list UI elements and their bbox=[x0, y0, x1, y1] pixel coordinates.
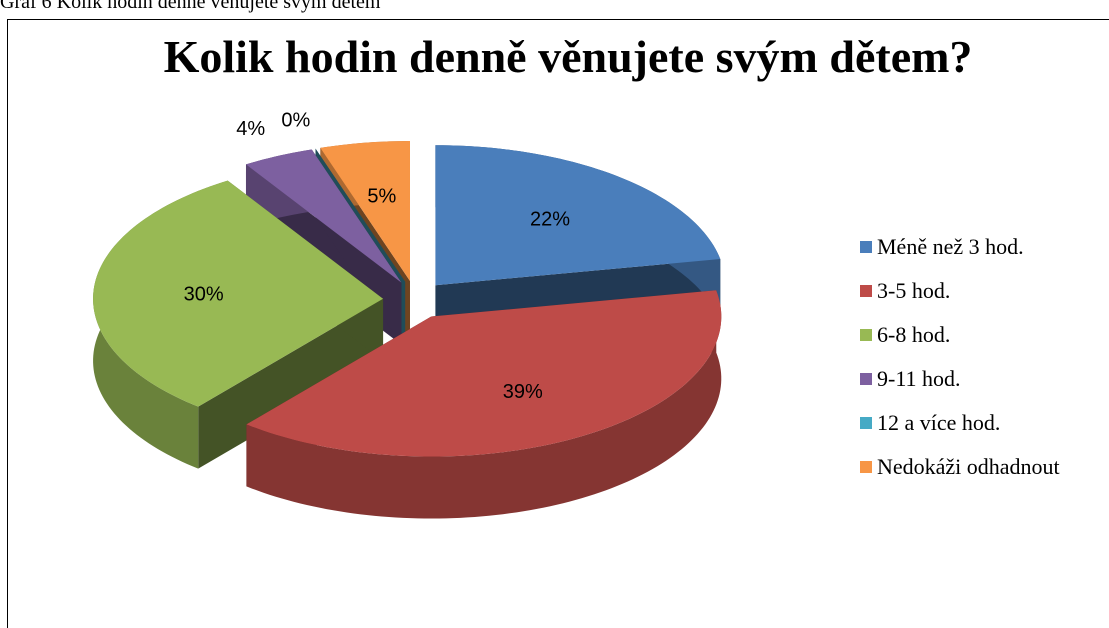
slice-top bbox=[93, 180, 384, 407]
slice-top bbox=[320, 141, 410, 282]
data-label: 22% bbox=[530, 208, 570, 230]
legend-label: 9-11 hod. bbox=[877, 366, 961, 391]
legend-swatch bbox=[860, 329, 872, 341]
legend-swatch bbox=[860, 461, 872, 473]
legend-label: Nedokáži odhadnout bbox=[877, 454, 1060, 479]
chart-title: Kolik hodin denně věnujete svým dětem? bbox=[164, 31, 973, 82]
legend-label: 12 a více hod. bbox=[877, 410, 1000, 435]
legend-swatch bbox=[860, 241, 872, 253]
data-label: 30% bbox=[184, 283, 224, 305]
data-label: 39% bbox=[503, 381, 543, 403]
pie-slice bbox=[93, 180, 384, 469]
slice-top bbox=[246, 290, 722, 457]
slice-top bbox=[245, 149, 402, 283]
legend-swatch bbox=[860, 285, 872, 297]
slice-wall bbox=[246, 290, 722, 519]
slice-top bbox=[315, 148, 406, 282]
legend-label: 6-8 hod. bbox=[877, 322, 950, 347]
legend: Méně než 3 hod. 3-5 hod. 6-8 hod. 9-11 hod.… bbox=[860, 234, 1060, 479]
legend-swatch bbox=[860, 417, 872, 429]
legend-swatch bbox=[860, 373, 872, 385]
data-label: 4% bbox=[236, 118, 265, 140]
caption: Graf 6 Kolik hodin denně věnujete svým d… bbox=[0, 0, 381, 13]
slice-side bbox=[198, 298, 384, 469]
data-label: 0% bbox=[281, 109, 310, 131]
chart-frame bbox=[7, 19, 1109, 628]
data-label: 5% bbox=[367, 185, 396, 207]
pie: 5% 0% 4% 22% 30% 39% bbox=[93, 109, 722, 519]
legend-label: Méně než 3 hod. bbox=[877, 234, 1024, 259]
pie-slice bbox=[246, 290, 722, 519]
slice-top bbox=[435, 145, 721, 286]
legend-label: 3-5 hod. bbox=[877, 278, 950, 303]
